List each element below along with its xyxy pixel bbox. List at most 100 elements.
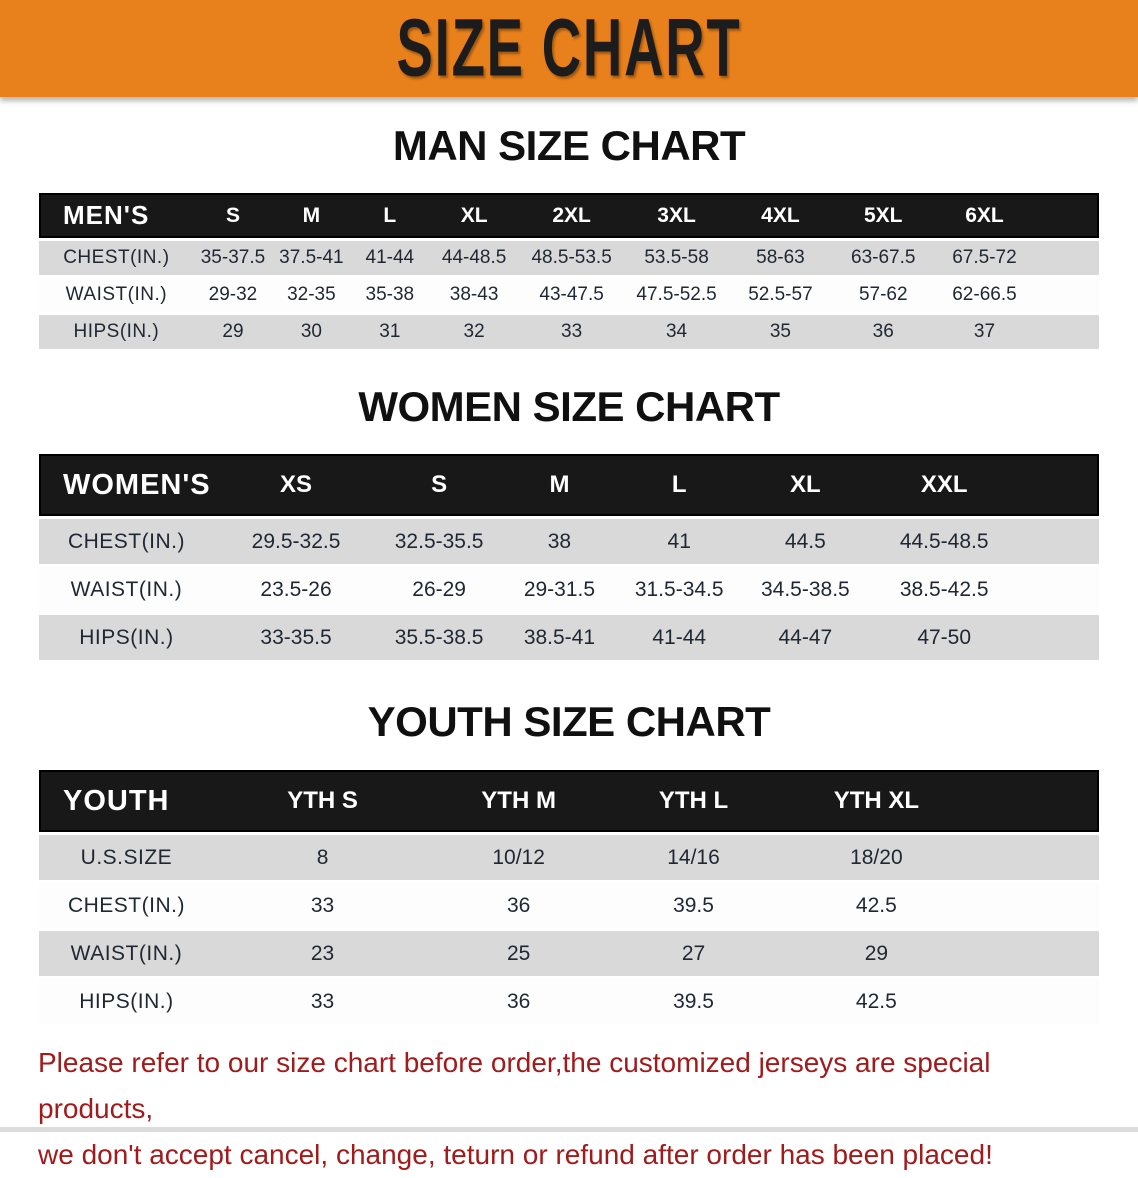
- table-header-row: WOMEN'S XS S M L XL XXL: [39, 454, 1099, 516]
- size-value-cell: 41: [667, 529, 691, 553]
- size-value-cell: 35-38: [365, 284, 415, 305]
- size-value-cell: 57-62: [858, 284, 908, 305]
- spacer-cell: [972, 931, 1099, 976]
- size-value-cell: 29-32: [208, 284, 258, 305]
- size-value-cell: 23: [310, 941, 335, 965]
- size-value-cell: 29-31.5: [523, 577, 596, 601]
- youth-size-table: YOUTH YTH S YTH M YTH L YTH XL U.S.SIZE 8 10/12…: [39, 767, 1099, 1027]
- size-value-cell: 29: [222, 321, 244, 342]
- men-size-table: MEN'S S M L XL 2XL 3XL 4XL 5XL 6XL CHEST(IN.) 35-37…: [39, 190, 1099, 352]
- youth-table-corner-label: YOUTH: [39, 770, 214, 832]
- size-column-header: M: [500, 454, 619, 516]
- size-column-header: L: [350, 193, 430, 238]
- size-value-cell: 27: [681, 941, 706, 965]
- order-policy-line-2: we don't accept cancel, change, teturn o…: [38, 1139, 993, 1170]
- measurement-label: U.S.SIZE: [80, 845, 173, 869]
- size-column-header: 6XL: [934, 193, 1035, 238]
- size-value-cell: 63-67.5: [851, 247, 916, 268]
- size-value-cell: 35-37.5: [200, 247, 266, 268]
- size-value-cell: 14/16: [667, 845, 720, 869]
- size-value-cell: 36: [506, 989, 531, 1013]
- spacer-cell: [1017, 454, 1099, 516]
- measurement-row: CHEST(IN.) 35-37.5 37.5-41 41-44 44-48.5 48.5…: [39, 241, 1099, 275]
- size-value-cell: 33: [310, 893, 335, 917]
- size-column-header: XS: [213, 454, 379, 516]
- measurement-label: HIPS(IN.): [73, 321, 160, 342]
- size-value-cell: 32.5-35.5: [394, 529, 484, 553]
- bottom-edge-strip: [0, 1127, 1138, 1132]
- measurement-row: WAIST(IN.) 23.5-26 26-29 29-31.5 31.5-34.5 34…: [39, 567, 1099, 612]
- size-column-header: YTH XL: [780, 770, 972, 832]
- measurement-row: WAIST(IN.) 23 25 27 29: [39, 931, 1099, 976]
- size-value-cell: 23.5-26: [260, 577, 332, 601]
- table-header-row: YOUTH YTH S YTH M YTH L YTH XL: [39, 770, 1099, 832]
- order-policy-note: Please refer to our size chart before or…: [0, 1040, 1138, 1178]
- table-header-row: MEN'S S M L XL 2XL 3XL 4XL 5XL 6XL: [39, 193, 1099, 238]
- youth-section-title: YOUTH SIZE CHART: [367, 698, 771, 745]
- size-value-cell: 62-66.5: [952, 284, 1017, 305]
- size-value-cell: 37: [973, 321, 996, 342]
- size-value-cell: 52.5-57: [748, 284, 813, 305]
- size-column-header: S: [378, 454, 501, 516]
- size-column-header: L: [618, 454, 740, 516]
- section-women: WOMEN SIZE CHART WOMEN'S XS S M L XL XXL CHEST(…: [0, 383, 1138, 663]
- size-value-cell: 33: [561, 321, 583, 342]
- size-value-cell: 44-47: [778, 625, 833, 649]
- measurement-row: CHEST(IN.) 33 36 39.5 42.5: [39, 883, 1099, 928]
- size-chart-banner: SIZE CHART: [0, 0, 1138, 97]
- size-value-cell: 67.5-72: [952, 247, 1017, 268]
- spacer-cell: [1017, 567, 1099, 612]
- size-value-cell: 29.5-32.5: [251, 529, 341, 553]
- size-column-header: XXL: [871, 454, 1018, 516]
- size-value-cell: 42.5: [855, 893, 897, 917]
- size-column-header: 3XL: [624, 193, 730, 238]
- size-value-cell: 18/20: [850, 845, 903, 869]
- spacer-cell: [1034, 315, 1099, 349]
- size-value-cell: 35.5-38.5: [394, 625, 484, 649]
- size-value-cell: 29: [864, 941, 889, 965]
- measurement-row: WAIST(IN.) 29-32 32-35 35-38 38-43 43-47.5 47.…: [39, 278, 1099, 312]
- measurement-row: U.S.SIZE 8 10/12 14/16 18/20: [39, 835, 1099, 880]
- size-column-header: XL: [429, 193, 520, 238]
- spacer-cell: [972, 883, 1099, 928]
- measurement-label: CHEST(IN.): [63, 247, 170, 268]
- size-column-header: 2XL: [519, 193, 625, 238]
- size-value-cell: 10/12: [492, 845, 545, 869]
- men-section-title: MAN SIZE CHART: [392, 122, 746, 169]
- banner-title: SIZE CHART: [396, 2, 742, 95]
- size-column-header: XL: [739, 454, 872, 516]
- size-value-cell: 41-44: [652, 625, 707, 649]
- measurement-label: CHEST(IN.): [67, 893, 185, 917]
- size-column-header: YTH S: [213, 770, 432, 832]
- measurement-label: CHEST(IN.): [67, 529, 185, 553]
- size-value-cell: 33: [310, 989, 335, 1013]
- measurement-label: WAIST(IN.): [70, 941, 183, 965]
- section-men: MAN SIZE CHART MEN'S S M L XL 2XL 3XL 4XL 5XL 6XL…: [0, 122, 1138, 352]
- measurement-row: CHEST(IN.) 29.5-32.5 32.5-35.5 38 41 44.5 44.5…: [39, 519, 1099, 564]
- size-value-cell: 39.5: [673, 989, 714, 1013]
- size-column-header: YTH L: [606, 770, 781, 832]
- size-value-cell: 44.5: [784, 529, 826, 553]
- men-table-corner-label: MEN'S: [39, 193, 194, 238]
- section-youth: YOUTH SIZE CHART YOUTH YTH S YTH M YTH L YTH…: [0, 698, 1138, 1027]
- size-value-cell: 32-35: [287, 284, 336, 305]
- size-value-cell: 48.5-53.5: [531, 247, 612, 268]
- size-value-cell: 53.5-58: [644, 247, 709, 268]
- size-value-cell: 44.5-48.5: [899, 529, 989, 553]
- size-value-cell: 38: [547, 529, 572, 553]
- size-value-cell: 37.5-41: [279, 247, 344, 268]
- spacer-cell: [1017, 615, 1099, 660]
- size-column-header: S: [193, 193, 273, 238]
- size-value-cell: 31: [379, 321, 401, 342]
- measurement-row: HIPS(IN.) 29 30 31 32 33 34 35 36 37: [39, 315, 1099, 349]
- measurement-label: HIPS(IN.): [79, 989, 174, 1013]
- size-value-cell: 44-48.5: [441, 247, 507, 268]
- size-value-cell: 31.5-34.5: [634, 577, 724, 601]
- size-value-cell: 58-63: [756, 247, 805, 268]
- size-value-cell: 30: [300, 321, 322, 342]
- size-value-cell: 38-43: [449, 284, 499, 305]
- size-value-cell: 34.5-38.5: [760, 577, 850, 601]
- measurement-label: WAIST(IN.): [70, 577, 183, 601]
- size-value-cell: 36: [506, 893, 531, 917]
- size-value-cell: 39.5: [673, 893, 714, 917]
